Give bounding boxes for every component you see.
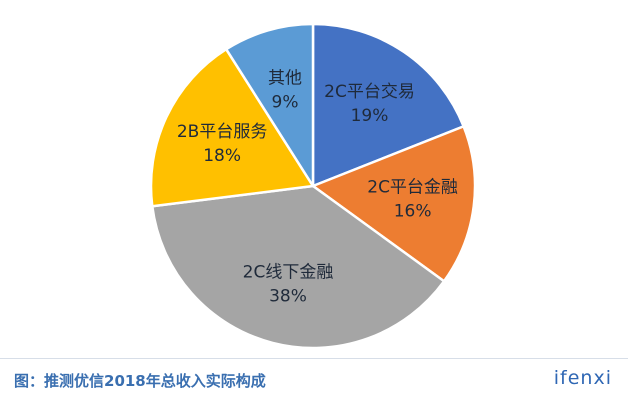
slice-category-label: 2C线下金融 bbox=[243, 262, 334, 282]
pie-chart: 2C平台交易 19% 2C平台金融 16% 2C线下金融 38% 2B平台服务 18% 其他 9% bbox=[149, 22, 477, 350]
figure-caption: 图：推测优信2018年总收入实际构成 bbox=[14, 372, 266, 390]
pie-slice-1 bbox=[311, 22, 465, 188]
slice-category-label: 2C平台金融 bbox=[367, 178, 458, 198]
pie-chart-svg: 2C平台交易 19% 2C平台金融 16% 2C线下金融 38% 2B平台服务 18% 其他 9% bbox=[149, 22, 477, 350]
pie-slice-3 bbox=[151, 184, 446, 350]
pie-slice-5 bbox=[224, 22, 315, 188]
slice-percent-label: 19% bbox=[351, 106, 389, 126]
caption-bar: 图：推测优信2018年总收入实际构成 ifenxi bbox=[0, 359, 628, 400]
caption-divider bbox=[0, 358, 628, 359]
pie-slice-4 bbox=[149, 47, 315, 208]
brand-logo: ifenxi bbox=[553, 367, 612, 389]
pie-slices bbox=[149, 22, 477, 350]
slice-percent-label: 9% bbox=[272, 93, 299, 113]
slice-percent-label: 18% bbox=[203, 146, 241, 166]
pie-labels: 2C平台交易 19% 2C平台金融 16% 2C线下金融 38% 2B平台服务 18% 其他 9% bbox=[177, 69, 458, 307]
slice-percent-label: 38% bbox=[269, 286, 307, 306]
pie-slice-2 bbox=[311, 125, 477, 283]
slice-category-label: 2B平台服务 bbox=[177, 122, 267, 142]
slice-category-label: 2C平台交易 bbox=[324, 82, 415, 102]
slice-category-label: 其他 bbox=[268, 69, 302, 89]
slice-percent-label: 16% bbox=[394, 202, 432, 222]
